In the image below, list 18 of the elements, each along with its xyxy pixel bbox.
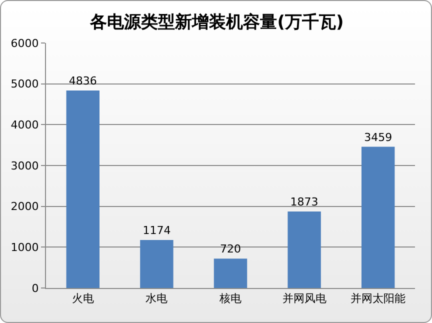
x-tick-label: 并网太阳能 xyxy=(350,292,406,306)
data-label: 4836 xyxy=(68,74,97,88)
y-tick-label: 6000 xyxy=(10,36,39,50)
x-tick-label: 火电 xyxy=(72,292,94,306)
data-label: 720 xyxy=(220,242,242,256)
x-tick-label: 并网风电 xyxy=(282,292,326,306)
data-label: 1174 xyxy=(142,224,171,238)
y-tick-label: 1000 xyxy=(10,241,39,254)
y-tick-label: 5000 xyxy=(10,78,39,91)
y-tick-label: 3000 xyxy=(10,159,39,172)
y-tick-label: 2000 xyxy=(10,200,39,214)
data-label: 1873 xyxy=(290,196,318,209)
y-tick-label: 0 xyxy=(32,282,39,295)
data-label: 3459 xyxy=(364,130,392,144)
x-tick-label: 水电 xyxy=(146,292,168,306)
x-tick-label: 核电 xyxy=(218,292,242,306)
y-tick-label: 4000 xyxy=(10,118,39,132)
chart-title: 各电源类型新增装机容量(万千瓦) xyxy=(89,12,344,32)
